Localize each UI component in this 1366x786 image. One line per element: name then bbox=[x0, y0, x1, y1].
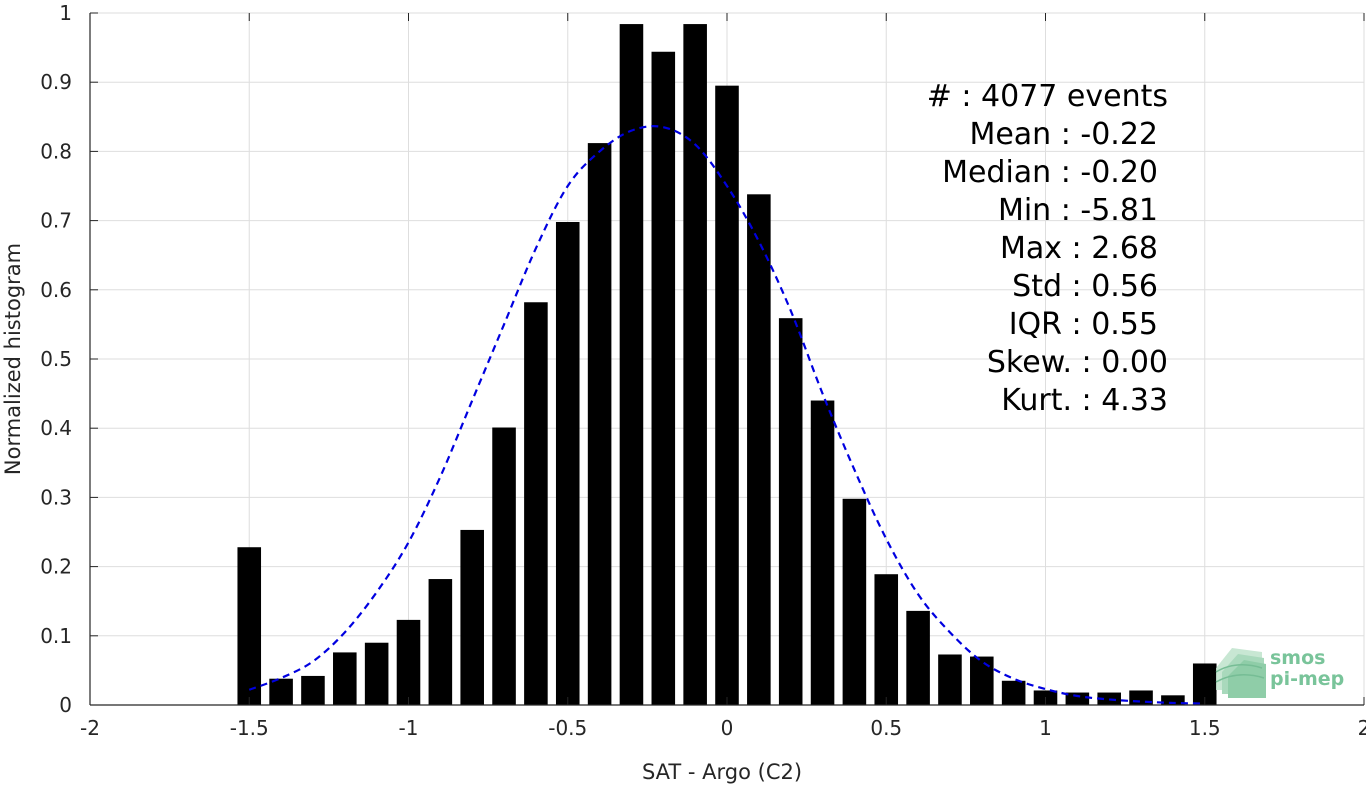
x-tick-label: -1.5 bbox=[230, 716, 269, 740]
y-tick-label: 1 bbox=[59, 1, 72, 25]
x-tick-label: -1 bbox=[399, 716, 419, 740]
histogram-bar bbox=[460, 529, 484, 705]
x-tick-label: 1.5 bbox=[1189, 716, 1221, 740]
histogram-bar bbox=[396, 619, 421, 705]
x-tick-label: -2 bbox=[80, 716, 100, 740]
histogram-bar bbox=[938, 654, 962, 705]
histogram-bar bbox=[587, 143, 612, 705]
histogram-bar bbox=[842, 498, 867, 705]
histogram-bar bbox=[810, 400, 835, 705]
histogram-bar bbox=[301, 675, 325, 705]
y-tick-label: 0.1 bbox=[40, 624, 72, 648]
histogram-bar bbox=[874, 574, 899, 705]
y-tick-label: 0.5 bbox=[40, 347, 72, 371]
y-axis-label: Normalized histogram bbox=[1, 243, 25, 475]
stat-line: Mean : -0.22 bbox=[969, 117, 1158, 152]
stat-line: # : 4077 events bbox=[927, 79, 1168, 114]
histogram-bar bbox=[524, 302, 548, 705]
histogram-bar bbox=[364, 642, 389, 705]
histogram-bar bbox=[715, 85, 739, 705]
logo-text-smos: smos bbox=[1270, 647, 1325, 669]
x-tick-label: 0.5 bbox=[870, 716, 902, 740]
histogram-bar bbox=[1161, 695, 1185, 705]
stat-line: Median : -0.20 bbox=[942, 155, 1158, 190]
histogram-bar bbox=[1001, 680, 1026, 705]
histogram-bar bbox=[333, 652, 357, 705]
y-tick-label: 0 bbox=[59, 693, 72, 717]
histogram-bar bbox=[492, 427, 516, 705]
y-tick-label: 0.7 bbox=[40, 209, 72, 233]
x-axis-label: SAT - Argo (C2) bbox=[642, 760, 802, 784]
histogram-bar bbox=[906, 610, 930, 705]
x-tick-label: 2 bbox=[1358, 716, 1366, 740]
histogram-bar bbox=[683, 24, 707, 705]
stat-line: Max : 2.68 bbox=[1000, 231, 1158, 266]
logo-text-pi-mep: pi-mep bbox=[1270, 668, 1344, 690]
stat-line: Kurt. : 4.33 bbox=[1001, 383, 1168, 418]
y-axis-ticks: 0 0.1 0.2 0.3 0.4 0.5 0.6 0.7 0.8 0.9 1 bbox=[40, 1, 98, 717]
x-tick-label: 0 bbox=[721, 716, 734, 740]
histogram-bar bbox=[269, 678, 293, 705]
histogram-bar bbox=[970, 656, 994, 705]
stat-line: Skew. : 0.00 bbox=[987, 345, 1168, 380]
histogram-bar bbox=[619, 24, 644, 705]
y-tick-label: 0.3 bbox=[40, 485, 72, 509]
y-tick-label: 0.4 bbox=[40, 416, 72, 440]
histogram-bars bbox=[237, 24, 1217, 705]
wave-logo-icon bbox=[1215, 648, 1266, 698]
smos-pi-mep-logo: smos pi-mep bbox=[1215, 647, 1344, 698]
x-tick-label: -0.5 bbox=[548, 716, 587, 740]
histogram-bar bbox=[651, 51, 676, 705]
fit-curve bbox=[248, 125, 1205, 705]
stat-line: Min : -5.81 bbox=[998, 193, 1158, 228]
histogram-bar bbox=[237, 547, 262, 705]
y-tick-label: 0.6 bbox=[40, 278, 72, 302]
y-tick-label: 0.2 bbox=[40, 555, 72, 579]
histogram-bar bbox=[428, 579, 453, 705]
histogram-bar bbox=[1192, 663, 1217, 705]
histogram-bar bbox=[778, 318, 803, 705]
histogram-bar bbox=[747, 194, 771, 705]
histogram-bar bbox=[555, 221, 580, 705]
stat-line: IQR : 0.55 bbox=[1009, 307, 1158, 342]
stat-line: Std : 0.56 bbox=[1012, 269, 1158, 304]
y-tick-label: 0.8 bbox=[40, 139, 72, 163]
y-tick-label: 0.9 bbox=[40, 70, 72, 94]
x-tick-label: 1 bbox=[1039, 716, 1052, 740]
histogram-bar bbox=[1065, 692, 1090, 705]
x-axis-ticks: -2 -1.5 -1 -0.5 0 0.5 1 1.5 2 bbox=[80, 13, 1366, 740]
